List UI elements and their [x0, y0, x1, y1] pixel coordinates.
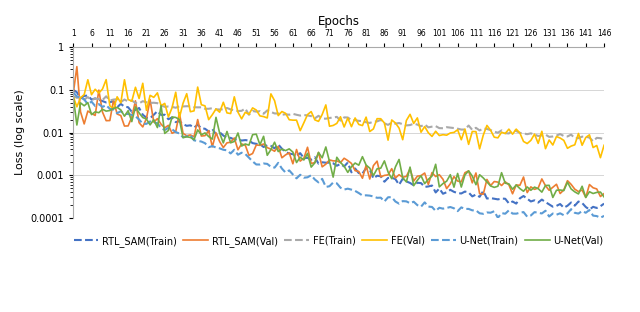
Line: U-Net(Val): U-Net(Val)	[73, 96, 604, 197]
FE(Train)	[201, 107, 209, 111]
RTL_SAM(Train)	[337, 162, 344, 166]
FE(Val)	[340, 125, 348, 129]
RTL_SAM(Val)	[201, 134, 209, 138]
FE(Train)	[69, 94, 77, 98]
FE(Train)	[198, 105, 205, 109]
U-Net(Train)	[69, 90, 77, 94]
U-Net(Train)	[600, 214, 608, 218]
Y-axis label: Loss (log scale): Loss (log scale)	[15, 90, 25, 175]
U-Net(Train)	[381, 200, 388, 203]
RTL_SAM(Val)	[384, 173, 392, 177]
Line: RTL_SAM(Val): RTL_SAM(Val)	[73, 67, 604, 197]
U-Net(Val)	[201, 131, 209, 135]
U-Net(Val)	[69, 95, 77, 98]
X-axis label: Epochs: Epochs	[317, 15, 360, 28]
U-Net(Train)	[198, 140, 205, 144]
RTL_SAM(Val)	[582, 196, 589, 199]
RTL_SAM(Val)	[205, 129, 212, 133]
U-Net(Train)	[132, 115, 140, 118]
FE(Train)	[220, 107, 227, 111]
U-Net(Val)	[198, 133, 205, 137]
FE(Val)	[223, 111, 231, 115]
RTL_SAM(Train)	[600, 202, 608, 206]
FE(Val)	[384, 138, 392, 142]
Line: RTL_SAM(Train): RTL_SAM(Train)	[73, 90, 604, 210]
RTL_SAM(Train)	[69, 88, 77, 92]
RTL_SAM(Train)	[381, 180, 388, 183]
FE(Val)	[69, 95, 77, 98]
U-Net(Val)	[337, 161, 344, 164]
RTL_SAM(Val)	[69, 92, 77, 96]
RTL_SAM(Train)	[586, 208, 593, 212]
U-Net(Train)	[220, 148, 227, 152]
RTL_SAM(Val)	[135, 121, 143, 124]
U-Net(Val)	[381, 159, 388, 163]
U-Net(Val)	[549, 196, 557, 199]
RTL_SAM(Val)	[223, 141, 231, 145]
RTL_SAM(Val)	[340, 156, 348, 160]
FE(Val)	[201, 104, 209, 108]
U-Net(Train)	[337, 186, 344, 190]
RTL_SAM(Val)	[600, 192, 608, 195]
RTL_SAM(Train)	[220, 134, 227, 137]
RTL_SAM(Val)	[73, 65, 81, 69]
Legend: RTL_SAM(Train), RTL_SAM(Val), FE(Train), FE(Val), U-Net(Train), U-Net(Val): RTL_SAM(Train), RTL_SAM(Val), FE(Train),…	[70, 232, 607, 251]
FE(Val)	[596, 156, 604, 159]
FE(Val)	[205, 118, 212, 121]
FE(Train)	[337, 119, 344, 123]
FE(Train)	[589, 139, 597, 143]
FE(Val)	[135, 97, 143, 100]
RTL_SAM(Train)	[201, 127, 209, 131]
U-Net(Val)	[600, 195, 608, 199]
FE(Train)	[132, 101, 140, 105]
U-Net(Val)	[220, 141, 227, 145]
U-Net(Val)	[132, 105, 140, 109]
FE(Train)	[600, 137, 608, 141]
RTL_SAM(Train)	[198, 126, 205, 130]
Line: FE(Train): FE(Train)	[73, 96, 604, 141]
FE(Val)	[600, 144, 608, 147]
Line: U-Net(Train): U-Net(Train)	[73, 92, 604, 218]
Line: FE(Val): FE(Val)	[73, 80, 604, 158]
FE(Val)	[102, 78, 110, 81]
U-Net(Train)	[201, 141, 209, 145]
RTL_SAM(Train)	[132, 108, 140, 112]
FE(Train)	[381, 121, 388, 125]
U-Net(Train)	[494, 216, 502, 220]
